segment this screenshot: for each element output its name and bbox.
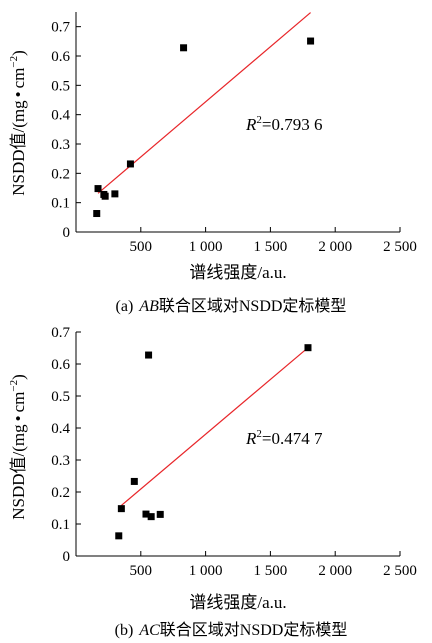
y-tick-label: 0 xyxy=(63,549,71,565)
y-axis-label: NSDD值/(mg•cm−2) xyxy=(8,374,28,520)
data-point xyxy=(307,37,315,45)
x-tick-label: 1 000 xyxy=(189,239,223,255)
x-tick-label: 1 500 xyxy=(254,239,288,255)
y-tick-label: 0 xyxy=(63,225,71,241)
y-tick-label: 0.4 xyxy=(51,108,70,124)
r-squared-annotation: R2=0.793 6 xyxy=(245,114,322,134)
y-tick-label: 0.5 xyxy=(51,78,70,94)
data-point xyxy=(94,185,102,193)
x-tick-label: 500 xyxy=(130,239,153,255)
data-point xyxy=(126,160,134,168)
y-axis-label: NSDD值/(mg•cm−2) xyxy=(8,50,28,196)
data-point xyxy=(115,532,123,540)
data-point xyxy=(147,513,155,521)
x-tick-label: 1 000 xyxy=(189,563,223,579)
x-tick-label: 500 xyxy=(130,563,153,579)
panel-caption: (b) AC联合区域对NSDD定标模型 xyxy=(115,621,348,639)
panel-caption: (a) AB联合区域对NSDD定标模型 xyxy=(116,297,347,315)
x-tick-label: 2 500 xyxy=(383,563,417,579)
fit-line xyxy=(120,347,309,506)
y-tick-label: 0.3 xyxy=(51,453,70,469)
panel-b: 0 0.1 0.2 0.3 0.4 0.5 0.6 0.7 500 1 000 1 500 2 000… xyxy=(8,325,417,639)
panel-a: 0 0.1 0.2 0.3 0.4 0.5 0.6 0.7 500 1 000 1 500 2 000… xyxy=(8,12,417,315)
x-tick-label: 2 500 xyxy=(383,239,417,255)
data-point xyxy=(111,190,119,198)
data-point xyxy=(142,510,150,518)
data-point xyxy=(101,192,109,200)
data-point xyxy=(156,510,164,518)
x-tick-label: 2 000 xyxy=(318,563,352,579)
y-tick-label: 0.7 xyxy=(51,325,70,341)
data-point xyxy=(180,44,188,52)
data-point xyxy=(130,477,138,485)
r-squared-annotation: R2=0.474 7 xyxy=(245,428,323,448)
data-point xyxy=(93,210,101,218)
data-point xyxy=(145,351,153,359)
data-point xyxy=(304,344,312,352)
y-tick-label: 0.6 xyxy=(51,357,70,373)
x-axis-label: 谱线强度/a.u. xyxy=(189,263,286,282)
x-tick-label: 1 500 xyxy=(254,563,288,579)
y-tick-label: 0.3 xyxy=(51,137,70,153)
y-tick-label: 0.7 xyxy=(51,20,70,36)
y-tick-label: 0.5 xyxy=(51,389,70,405)
y-tick-label: 0.1 xyxy=(51,196,70,212)
x-axis-label: 谱线强度/a.u. xyxy=(189,593,286,612)
y-tick-label: 0.6 xyxy=(51,49,70,65)
y-tick-label: 0.4 xyxy=(51,421,70,437)
y-tick-label: 0.1 xyxy=(51,517,70,533)
y-tick-label: 0.2 xyxy=(51,166,70,182)
data-point xyxy=(117,505,125,513)
y-tick-label: 0.2 xyxy=(51,485,70,501)
x-tick-label: 2 000 xyxy=(318,239,352,255)
